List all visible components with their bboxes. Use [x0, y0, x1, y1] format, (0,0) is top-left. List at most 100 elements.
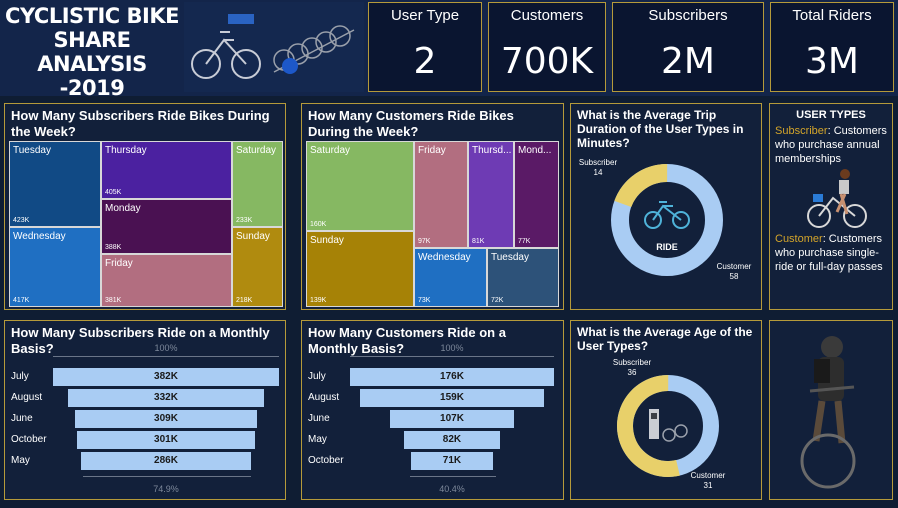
cell-label: Thursday: [105, 145, 147, 156]
cell-value: 77K: [518, 238, 531, 245]
treemap-cell-thursday[interactable]: Thursd... 81K: [468, 141, 514, 248]
cell-label: Monday: [105, 203, 141, 214]
panel-title: What is the Average Trip Duration of the…: [577, 108, 744, 150]
funnel-month-label: August: [11, 392, 43, 403]
customer-desc: : Customers who purchase single-ride or …: [775, 233, 883, 273]
series-name: Customer: [716, 262, 752, 271]
subscriber-week-treemap-panel: How Many Subscribers Ride Bikes During t…: [4, 103, 286, 310]
series-name: Subscriber: [578, 158, 618, 167]
treemap-cell-monday[interactable]: Monday 388K: [101, 199, 232, 254]
cell-label: Tuesday: [491, 252, 529, 263]
panel-title: How Many Customers Ride on a Monthly Bas…: [308, 325, 506, 356]
trip-duration-donut[interactable]: RIDE: [609, 162, 725, 278]
cell-value: 97K: [418, 238, 431, 245]
kpi-label: Total Riders: [792, 7, 872, 24]
funnel-bar[interactable]: 309K: [74, 410, 258, 428]
subscriber-week-treemap[interactable]: Tuesday 423K Wednesday 417K Thursday 405K M…: [9, 141, 283, 307]
customer-definition: Customer: Customers who purchase single-…: [775, 232, 887, 274]
treemap-cell-tuesday[interactable]: Tuesday 423K: [9, 141, 101, 227]
bike-icon: [644, 201, 690, 229]
kpi-value: 2: [413, 41, 437, 82]
treemap-cell-saturday[interactable]: Saturday 233K: [232, 141, 283, 227]
bike-rack-image: [184, 2, 364, 92]
trip-duration-panel: What is the Average Trip Duration of the…: [570, 103, 762, 310]
cell-value: 405K: [105, 189, 122, 196]
cell-value: 381K: [105, 297, 122, 304]
title-line-2: SHARE ANALYSIS: [37, 28, 147, 76]
cell-label: Tuesday: [13, 145, 51, 156]
subscriber-data-label: Subscriber 14: [573, 158, 623, 178]
treemap-cell-thursday[interactable]: Thursday 405K: [101, 141, 232, 199]
treemap-cell-sunday[interactable]: Sunday 139K: [306, 231, 414, 307]
cell-value: 417K: [13, 297, 30, 304]
funnel-bar[interactable]: 332K: [67, 389, 265, 407]
funnel-bottom-percent: 74.9%: [153, 484, 179, 494]
title-line-1: CYCLISTIC BIKE: [5, 4, 179, 28]
subscriber-definition: Subscriber: Customers who purchase annua…: [775, 124, 887, 166]
user-types-title: USER TYPES: [796, 109, 866, 121]
series-name: Customer: [690, 471, 726, 480]
kpi-value: 700K: [500, 41, 594, 82]
funnel-top-percent: 100%: [154, 343, 178, 353]
kpi-user-type: User Type 2: [368, 2, 482, 92]
series-name: Subscriber: [612, 358, 652, 367]
customer-week-treemap-panel: How Many Customers Ride Bikes During the…: [301, 103, 564, 310]
funnel-bar[interactable]: 82K: [404, 431, 500, 449]
customer-week-treemap[interactable]: Saturday 160K Sunday 139K Friday 97K Thursd…: [306, 141, 559, 307]
panel-title: How Many Subscribers Ride Bikes During t…: [11, 108, 270, 139]
treemap-cell-friday[interactable]: Friday 97K: [414, 141, 468, 248]
series-value: 58: [729, 272, 739, 281]
average-age-donut[interactable]: [615, 373, 721, 479]
treemap-cell-wednesday[interactable]: Wednesday 417K: [9, 227, 101, 307]
funnel-month-label: July: [308, 371, 326, 382]
funnel-top-rule: [350, 356, 554, 357]
kpi-value: 3M: [805, 41, 859, 82]
panel-title: What is the Average Age of the User Type…: [577, 325, 753, 353]
donut-segment-subscriber[interactable]: [609, 162, 725, 278]
title-line-3: -2019: [59, 76, 125, 100]
average-age-panel: What is the Average Age of the User Type…: [570, 320, 762, 500]
treemap-cell-friday[interactable]: Friday 381K: [101, 254, 232, 307]
cyclist-photo-panel: [769, 320, 893, 500]
treemap-cell-wednesday[interactable]: Wednesday 73K: [414, 248, 487, 307]
funnel-bar[interactable]: 301K: [76, 431, 256, 449]
treemap-cell-tuesday[interactable]: Tuesday 72K: [487, 248, 559, 307]
cell-value: 218K: [236, 297, 253, 304]
cell-label: Sunday: [310, 235, 344, 246]
subscriber-term: Subscriber: [775, 125, 828, 137]
treemap-cell-sunday[interactable]: Sunday 218K: [232, 227, 283, 307]
cell-value: 160K: [310, 221, 327, 228]
funnel-month-label: May: [11, 455, 30, 466]
funnel-bar[interactable]: 286K: [81, 452, 251, 470]
cell-label: Friday: [105, 258, 133, 269]
funnel-bar[interactable]: 107K: [389, 410, 514, 428]
cell-label: Mond...: [518, 145, 552, 156]
kpi-subscribers: Subscribers 2M: [612, 2, 764, 92]
cell-label: Wednesday: [418, 252, 471, 263]
panel-title: How Many Subscribers Ride on a Monthly B…: [11, 325, 270, 356]
bike-dock-icon: [649, 409, 688, 442]
treemap-cell-monday[interactable]: Mond... 77K: [514, 141, 559, 248]
cell-label: Sunday: [236, 231, 270, 242]
cyclist-image: [775, 166, 887, 232]
funnel-bar[interactable]: 176K: [350, 368, 554, 386]
cell-value: 139K: [310, 297, 327, 304]
cell-label: Thursd...: [472, 145, 512, 156]
subscriber-data-label: Subscriber 36: [607, 358, 657, 378]
funnel-bar[interactable]: 159K: [359, 389, 545, 407]
funnel-month-label: August: [308, 392, 340, 403]
funnel-bar[interactable]: 71K: [410, 452, 494, 470]
customer-data-label: Customer 31: [683, 471, 733, 491]
funnel-month-label: October: [11, 434, 47, 445]
funnel-top-rule: [53, 356, 279, 357]
header-bar: CYCLISTIC BIKE SHARE ANALYSIS -2019 User…: [0, 0, 898, 100]
funnel-bar[interactable]: 382K: [53, 368, 279, 386]
cell-value: 423K: [13, 217, 30, 224]
subscriber-desc: : Customers who purchase annual membersh…: [775, 125, 887, 165]
cell-value: 81K: [472, 238, 485, 245]
subscriber-month-funnel-panel: How Many Subscribers Ride on a Monthly B…: [4, 320, 286, 500]
funnel-bottom-percent: 40.4%: [439, 484, 465, 494]
panel-title: How Many Customers Ride Bikes During the…: [308, 108, 514, 139]
treemap-cell-saturday[interactable]: Saturday 160K: [306, 141, 414, 231]
